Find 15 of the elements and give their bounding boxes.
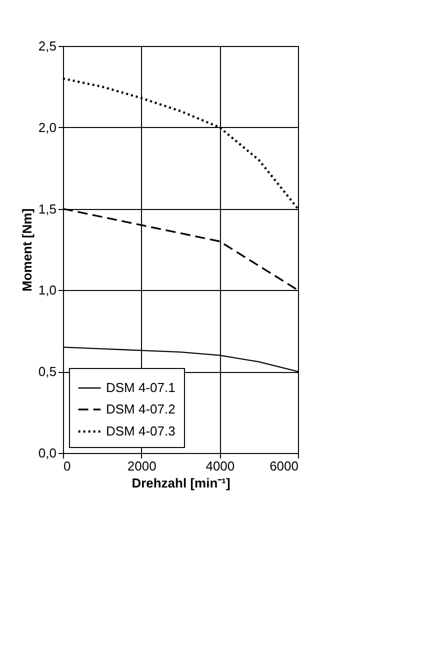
x-axis-title: Drehzahl [min⁻¹] xyxy=(132,476,230,490)
y-tick-label: 1,5 xyxy=(38,201,56,216)
y-tick-label: 1,0 xyxy=(38,282,56,298)
y-tick-label: 2,0 xyxy=(38,120,56,135)
legend-label: DSM 4-07.1 xyxy=(106,380,176,395)
y-tick-label: 0,5 xyxy=(38,364,56,380)
x-tick-label: 2000 xyxy=(127,458,156,474)
legend-label: DSM 4-07.2 xyxy=(106,402,176,416)
y-tick-label: 2,5 xyxy=(38,38,56,54)
y-axis-title: Moment [Nm] xyxy=(19,208,34,292)
x-tick-label: 6000 xyxy=(270,458,298,474)
y-tick-label: 0,0 xyxy=(38,446,56,460)
x-tick-label: 0 xyxy=(64,458,71,474)
x-tick-label: 4000 xyxy=(206,458,235,474)
legend-label: DSM 4-07.3 xyxy=(106,424,176,438)
